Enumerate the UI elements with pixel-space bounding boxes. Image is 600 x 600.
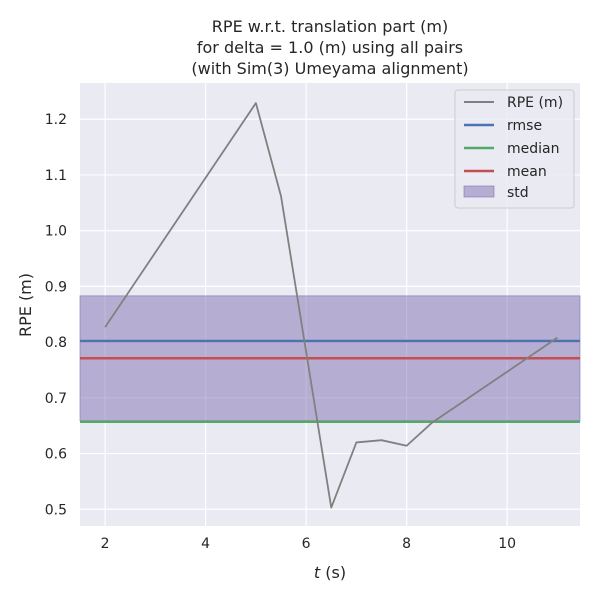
y-tick-label: 0.5 xyxy=(45,502,67,518)
legend-label-mean: mean xyxy=(507,164,547,180)
x-tick-label: 2 xyxy=(101,536,110,552)
legend-label-median: median xyxy=(507,141,559,157)
series-layer xyxy=(104,102,558,509)
x-tick-label: 10 xyxy=(498,536,516,552)
y-tick-label: 0.7 xyxy=(45,391,67,407)
chart-title-line-3: (with Sim(3) Umeyama alignment) xyxy=(191,59,468,78)
x-axis-label-var: t xyxy=(314,563,321,582)
tick-labels: 2 4 6 8 10 0.5 0.6 0.7 0.8 0.9 1.0 1.1 1.2 xyxy=(45,112,516,552)
y-tick-label: 0.9 xyxy=(45,279,67,295)
y-tick-label: 0.8 xyxy=(45,335,67,351)
y-tick-label: 1.0 xyxy=(45,224,67,240)
y-tick-label: 1.2 xyxy=(45,112,67,128)
legend-label-rmse: rmse xyxy=(507,118,542,134)
x-axis-label: t (s) xyxy=(314,563,346,582)
legend-label-std: std xyxy=(507,185,529,201)
legend-box xyxy=(454,89,575,209)
x-tick-label: 8 xyxy=(402,536,411,552)
chart-title-line-1: RPE w.r.t. translation part (m) xyxy=(212,17,448,36)
rpe-series-line xyxy=(104,102,558,509)
legend: RPE (m) rmse median mean std xyxy=(454,89,575,209)
legend-swatch-std xyxy=(463,185,495,198)
legend-label-rpe: RPE (m) xyxy=(507,95,563,111)
x-axis-label-unit: (s) xyxy=(320,563,346,582)
x-tick-label: 6 xyxy=(302,536,311,552)
chart-title-line-2: for delta = 1.0 (m) using all pairs xyxy=(197,38,463,57)
y-tick-label: 1.1 xyxy=(45,168,67,184)
x-tick-label: 4 xyxy=(201,536,210,552)
y-tick-label: 0.6 xyxy=(45,447,67,463)
stat-lines-layer xyxy=(80,339,580,424)
y-axis-label: RPE (m) xyxy=(16,273,35,337)
